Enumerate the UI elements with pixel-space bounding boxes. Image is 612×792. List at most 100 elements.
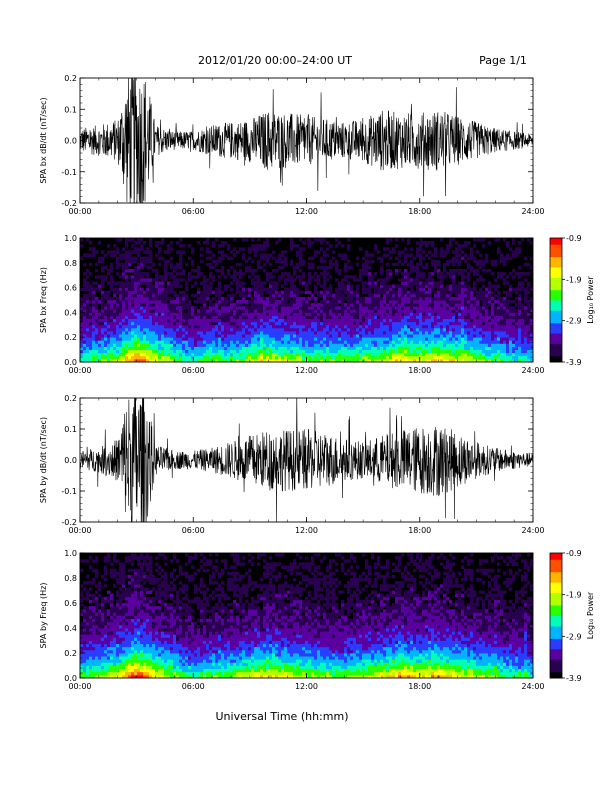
spectrogram-cell [278,238,282,242]
spectrogram-cell [251,306,255,310]
spectrogram-cell [89,331,93,335]
spectrogram-cell [140,303,144,307]
spectrogram-cell [281,349,285,354]
spectrogram-cell [359,321,363,326]
spectrogram-cell [377,287,381,292]
spectrogram-cell [230,265,234,270]
spectrogram-cell [209,300,213,304]
spectrogram-cell [182,346,186,350]
spectrogram-cell [425,284,429,288]
spectrogram-cell [440,343,444,347]
spectrogram-cell [197,358,201,362]
spectrogram-cell [239,352,243,357]
spectrogram-cell [368,312,372,316]
spectrogram-cell [332,346,336,350]
spectrogram-cell [182,303,186,307]
spectrogram-cell [479,290,483,295]
spectrogram-cell [290,303,294,307]
spectrogram-cell [164,278,168,282]
spectrogram-cell [476,296,480,301]
spectrogram-cell [368,278,372,282]
spectrogram-cell [95,300,99,304]
spectrogram-cell [251,287,255,292]
spectrogram-cell [128,238,132,242]
spectrogram-cell [461,309,465,313]
spectrogram-cell [386,262,390,267]
spectrogram-cell [392,287,396,292]
spectrogram-cell [362,352,366,357]
spectrogram-cell [266,244,270,248]
spectrogram-cell [314,300,318,304]
spectrogram-cell [266,278,270,282]
spectrogram-cell [479,337,483,341]
spectrogram-cell [461,349,465,354]
spectrogram-cell [104,331,108,335]
spectrogram-cell [473,287,477,292]
spectrogram-cell [155,300,159,304]
spectrogram-cell [335,337,339,341]
spectrogram-cell [365,346,369,350]
spectrogram-cell [521,318,525,323]
spectrogram-cell [80,640,84,645]
spectrogram-cell [89,309,93,313]
spectrogram-cell [485,293,489,298]
spectrogram-cell [488,349,492,354]
spectrogram-cell [515,318,519,323]
spectrogram-cell [431,312,435,316]
spectrogram-cell [416,315,420,319]
spectrogram-cell [266,312,270,316]
spectrogram-cell [458,343,462,347]
spectrogram-cell [404,349,408,354]
spectrogram-cell [125,349,129,354]
spectrogram-cell [425,340,429,344]
spectrogram-cell [428,293,432,298]
spectrogram-cell [212,278,216,282]
spectrogram-cell [338,284,342,288]
spectrogram-cell [101,284,105,288]
spectrogram-cell [152,340,156,344]
spectrogram-cell [326,296,330,301]
spectrogram-cell [527,334,531,338]
spectrogram-cell [86,238,90,242]
spectrogram-cell [107,293,111,298]
spectrogram-cell [269,324,273,329]
spectrogram-cell [80,653,84,657]
spectrogram-cell [413,352,417,357]
spectrogram-cell [80,637,84,641]
spectrogram-cell [218,352,222,357]
spectrogram-cell [218,275,222,279]
spectrogram-cell [257,343,261,347]
spectrogram-cell [131,343,135,347]
spectrogram-cell [467,327,471,332]
spectrogram-cell [458,281,462,285]
spectrogram-cell [443,265,447,270]
spectrogram-cell [206,355,210,360]
spectrogram-cell [404,355,408,360]
spectrogram-cell [317,324,321,329]
spectrogram-cell [440,349,444,354]
spectrogram-cell [317,337,321,341]
spectrogram-cell [236,315,240,319]
spectrogram-cell [377,331,381,335]
spectrogram-cell [323,355,327,360]
spectrogram-cell [419,309,423,313]
spectrogram-cell [491,337,495,341]
spectrogram-cell [452,259,456,264]
spectrogram-cell [365,272,369,276]
spectrogram-cell [101,352,105,357]
spectrogram-cell [137,303,141,307]
spectrogram-cell [413,303,417,307]
spectrogram-cell [344,287,348,292]
spectrogram-cell [524,343,528,347]
spectrogram-cell [425,281,429,285]
spectrogram-cell [461,340,465,344]
spectrogram-cell [527,331,531,335]
spectrogram-cell [350,337,354,341]
spectrogram-cell [206,290,210,295]
spectrogram-cell [356,287,360,292]
spectrogram-cell [443,303,447,307]
colorbar-segment [550,339,562,342]
spectrogram-cell [338,281,342,285]
spectrogram-cell [395,269,399,273]
spectrogram-cell [143,352,147,357]
